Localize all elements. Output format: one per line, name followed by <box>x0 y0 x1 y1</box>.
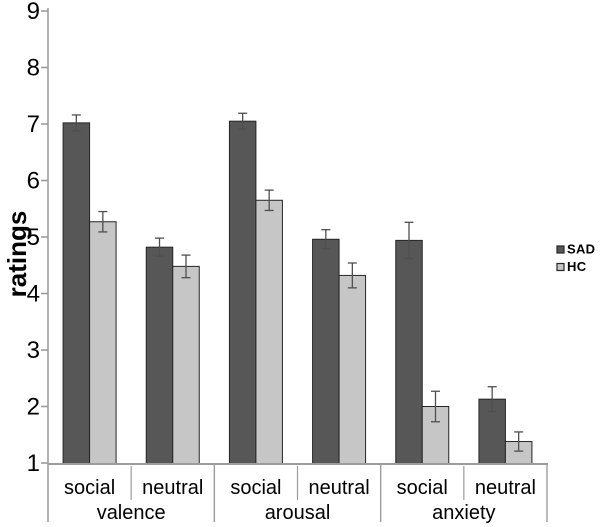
y-tick-label-9: 9 <box>27 0 40 25</box>
legend-label-sad: SAD <box>567 242 595 257</box>
bar-sad-valence-social <box>62 122 91 465</box>
x-condition-label-anxiety-neutral: neutral <box>475 477 536 499</box>
y-axis-label: ratings <box>2 210 32 298</box>
y-tick-label-3: 3 <box>27 337 40 364</box>
bar-hc-valence-neutral <box>172 265 200 465</box>
legend-swatch-hc <box>556 262 565 272</box>
y-tick-label-6: 6 <box>27 168 40 195</box>
y-tick-label-8: 8 <box>27 55 40 82</box>
y-tick-label-1: 1 <box>27 450 40 477</box>
x-group-label-arousal: arousal <box>265 502 331 524</box>
legend-label-hc: HC <box>567 259 587 274</box>
x-condition-label-arousal-neutral: neutral <box>309 477 370 499</box>
y-tick-label-2: 2 <box>27 394 40 421</box>
bar-hc-arousal-social <box>255 199 283 465</box>
bar-sad-anxiety-social <box>395 239 423 465</box>
legend-swatch-sad <box>556 245 565 254</box>
bar-sad-arousal-neutral <box>312 238 340 465</box>
bar-hc-valence-social <box>89 221 117 465</box>
x-group-label-anxiety: anxiety <box>432 502 495 524</box>
y-tick-label-5: 5 <box>27 224 40 251</box>
x-group-label-valence: valence <box>97 502 166 524</box>
x-condition-label-valence-neutral: neutral <box>142 477 203 499</box>
x-condition-label-anxiety-social: social <box>397 477 448 499</box>
y-tick-label-7: 7 <box>27 111 40 138</box>
x-condition-label-valence-social: social <box>64 477 115 499</box>
x-condition-label-arousal-social: social <box>230 477 281 499</box>
bar-sad-valence-neutral <box>145 246 174 465</box>
bar-hc-arousal-neutral <box>338 274 367 465</box>
y-tick-label-4: 4 <box>27 281 40 308</box>
bar-sad-arousal-social <box>228 120 257 465</box>
